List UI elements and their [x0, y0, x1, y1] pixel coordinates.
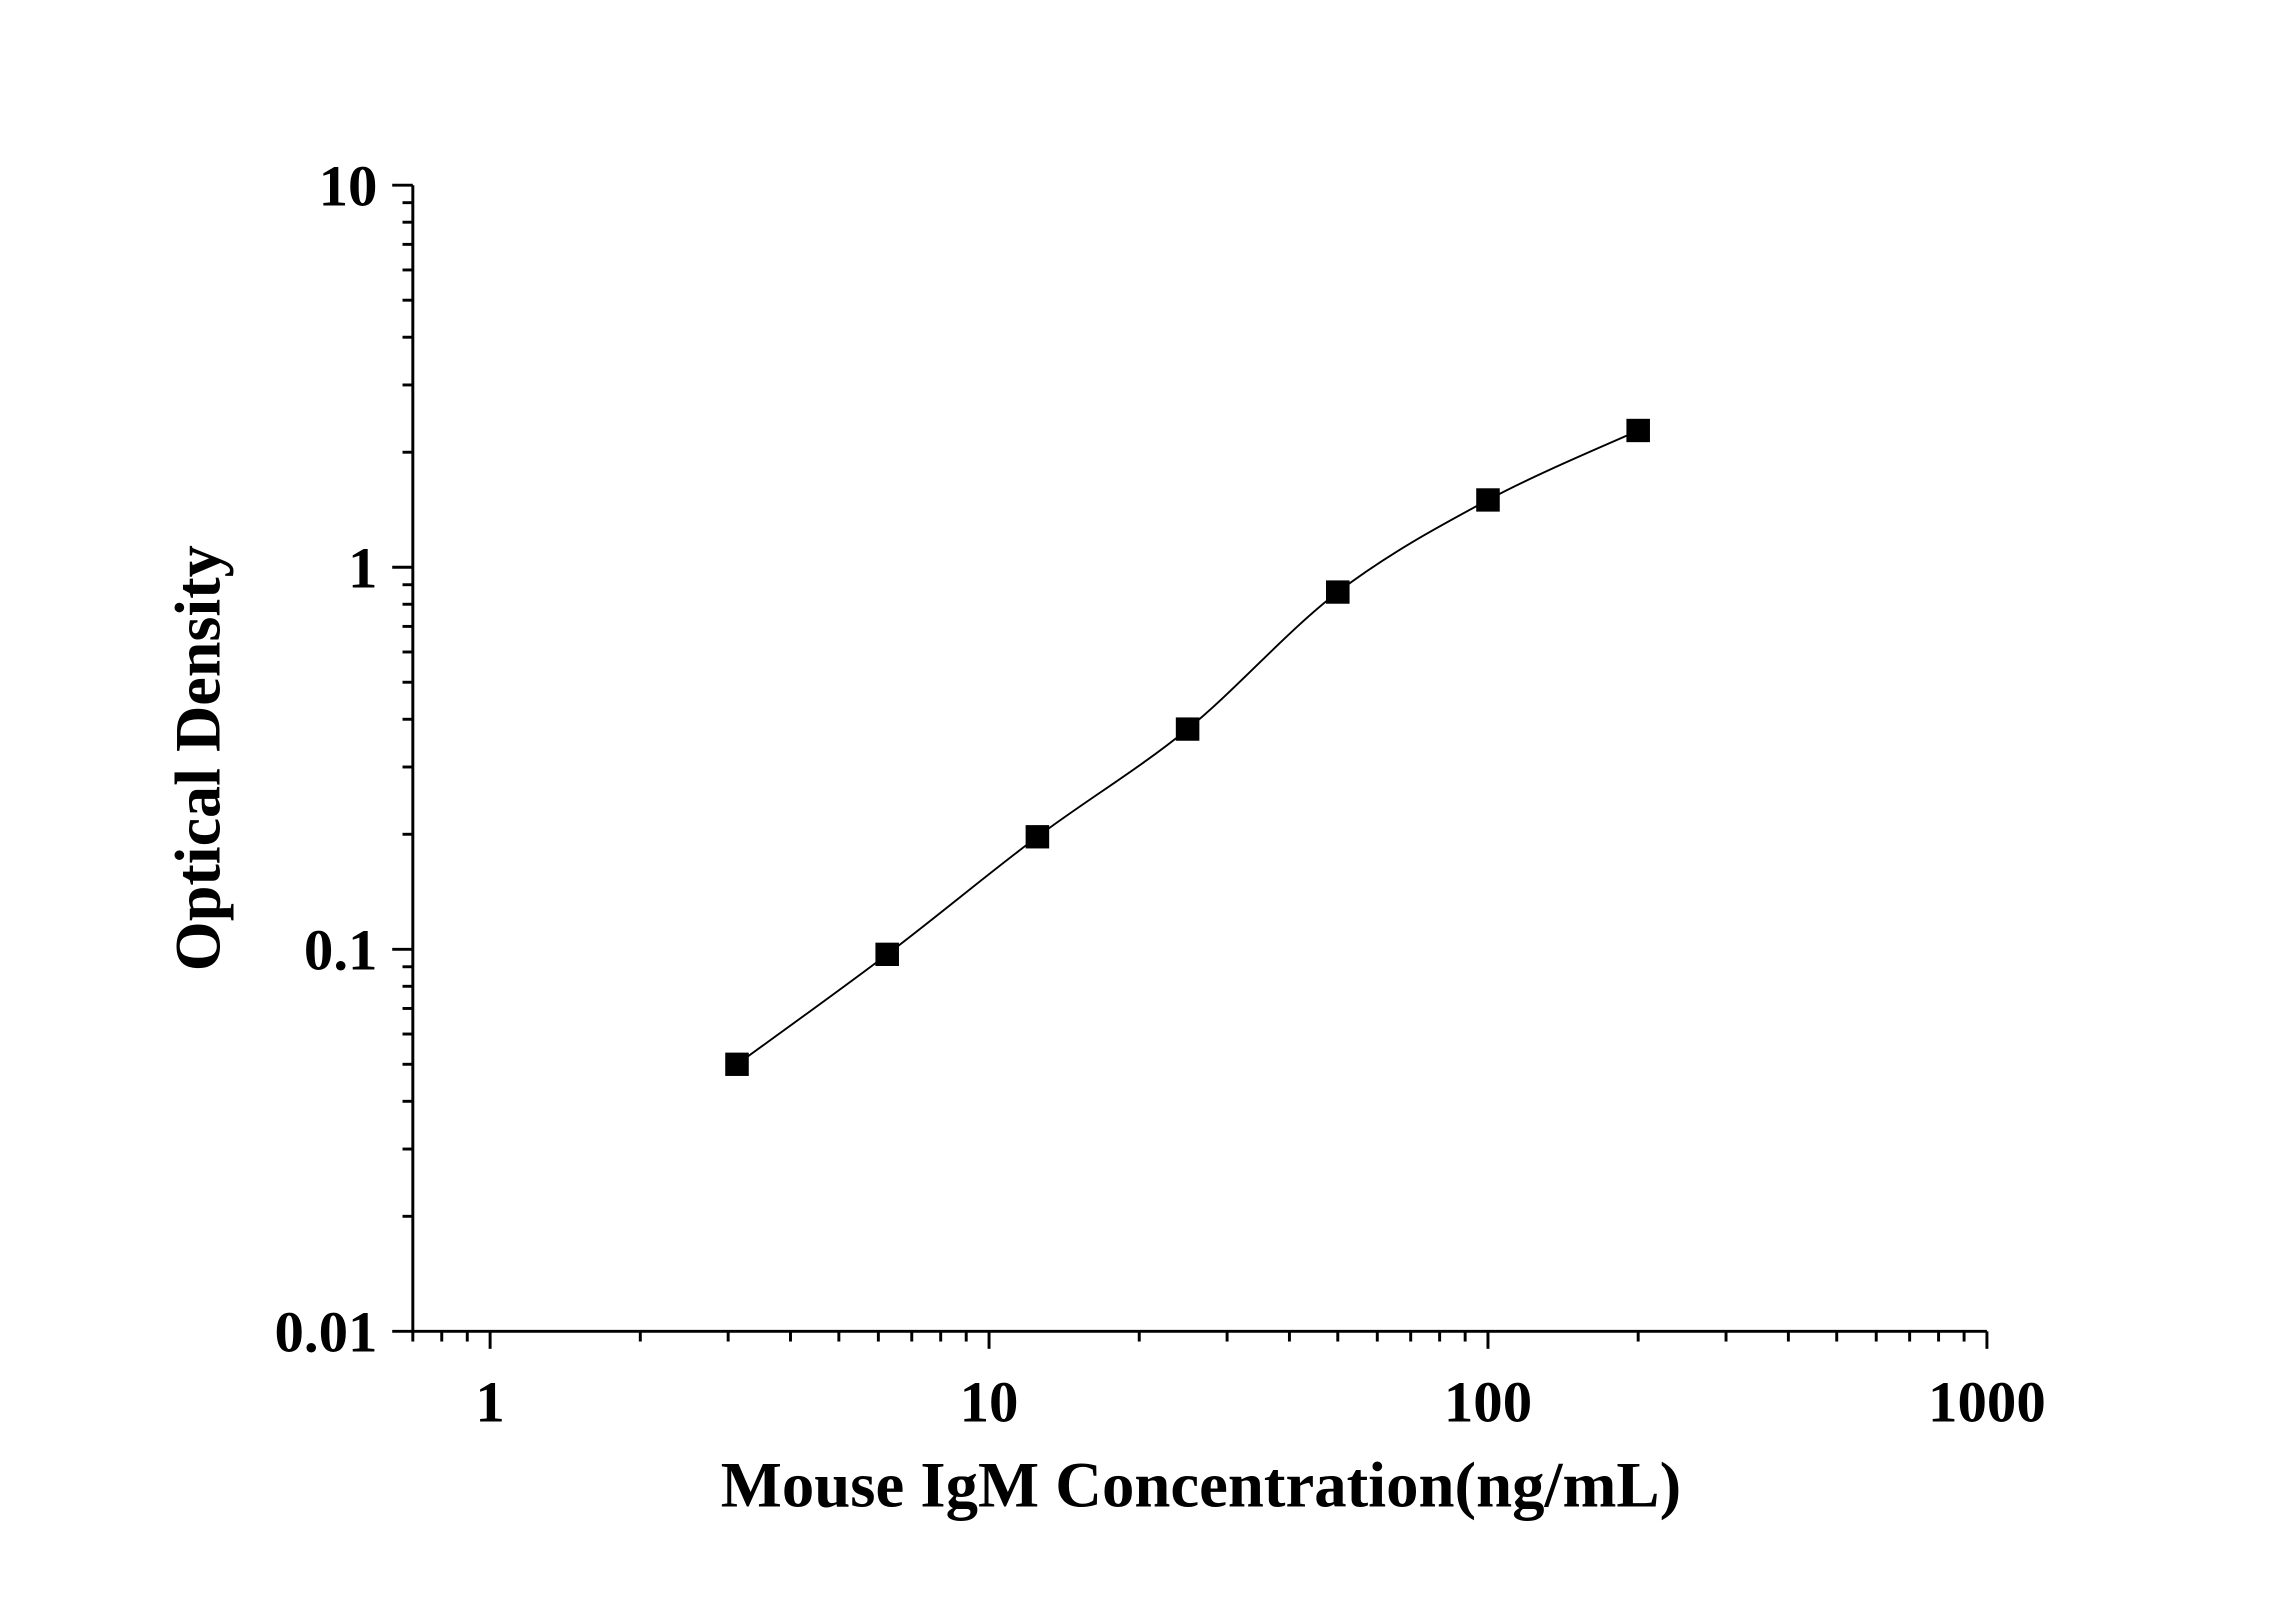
- data-point: [875, 942, 899, 966]
- axes: [392, 183, 1989, 1349]
- tick-labels: 1 10 100 1000 0.01 0.1 1 10: [274, 154, 2045, 1435]
- y-tick-label: 0.1: [304, 918, 378, 983]
- x-tick-label: 10: [960, 1370, 1019, 1435]
- x-tick-label: 1000: [1928, 1370, 2046, 1435]
- y-tick-label: 1: [348, 536, 377, 601]
- data-point: [1476, 488, 1500, 512]
- x-tick-label: 100: [1444, 1370, 1532, 1435]
- x-axis-label: Mouse IgM Concentration(ng/mL): [721, 1450, 1681, 1521]
- data-point: [1326, 580, 1350, 604]
- data-points: [725, 418, 1650, 1076]
- x-tick-label: 1: [475, 1370, 504, 1435]
- data-point: [725, 1052, 749, 1076]
- data-point: [1175, 717, 1200, 741]
- y-tick-label: 0.01: [274, 1300, 377, 1365]
- y-axis-label: Optical Density: [162, 545, 233, 971]
- y-tick-label: 10: [319, 154, 378, 219]
- data-point: [1626, 418, 1650, 443]
- fit-curve: [736, 429, 1639, 1066]
- data-point: [1025, 825, 1050, 849]
